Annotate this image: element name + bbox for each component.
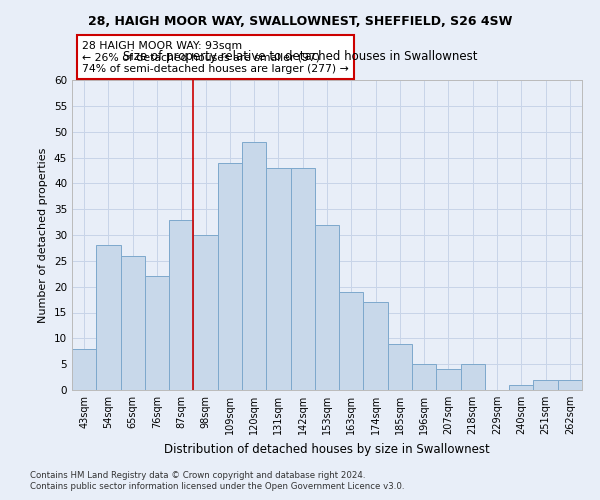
Bar <box>193 235 218 390</box>
Bar <box>266 168 290 390</box>
Text: Contains HM Land Registry data © Crown copyright and database right 2024.: Contains HM Land Registry data © Crown c… <box>30 470 365 480</box>
Bar <box>315 224 339 390</box>
Bar <box>169 220 193 390</box>
Bar <box>121 256 145 390</box>
Bar <box>461 364 485 390</box>
Bar <box>96 246 121 390</box>
X-axis label: Distribution of detached houses by size in Swallownest: Distribution of detached houses by size … <box>164 442 490 456</box>
Text: Contains public sector information licensed under the Open Government Licence v3: Contains public sector information licen… <box>30 482 404 491</box>
Text: 28, HAIGH MOOR WAY, SWALLOWNEST, SHEFFIELD, S26 4SW: 28, HAIGH MOOR WAY, SWALLOWNEST, SHEFFIE… <box>88 15 512 28</box>
Y-axis label: Number of detached properties: Number of detached properties <box>38 148 49 322</box>
Bar <box>242 142 266 390</box>
Text: 28 HAIGH MOOR WAY: 93sqm
← 26% of detached houses are smaller (97)
74% of semi-d: 28 HAIGH MOOR WAY: 93sqm ← 26% of detach… <box>82 40 349 74</box>
Bar <box>388 344 412 390</box>
Bar <box>145 276 169 390</box>
Bar <box>339 292 364 390</box>
Bar <box>509 385 533 390</box>
Bar <box>290 168 315 390</box>
Bar <box>364 302 388 390</box>
Bar <box>218 162 242 390</box>
Bar <box>436 370 461 390</box>
Text: Size of property relative to detached houses in Swallownest: Size of property relative to detached ho… <box>123 50 477 63</box>
Bar <box>533 380 558 390</box>
Bar <box>558 380 582 390</box>
Bar <box>412 364 436 390</box>
Bar <box>72 348 96 390</box>
